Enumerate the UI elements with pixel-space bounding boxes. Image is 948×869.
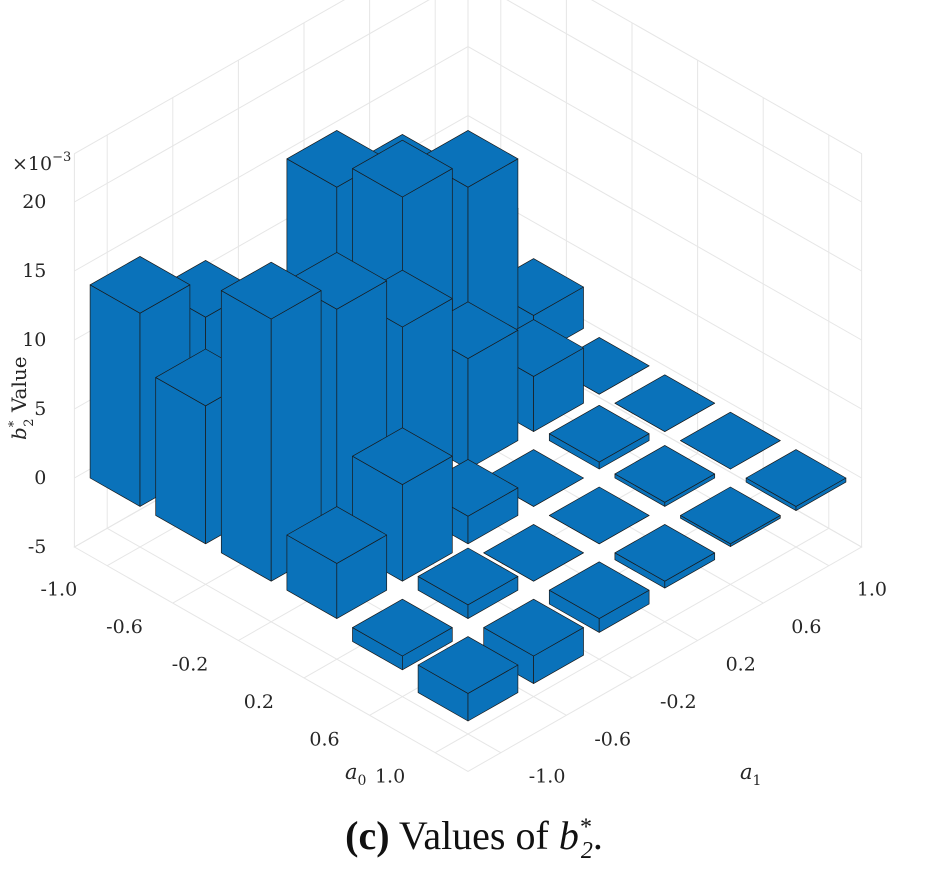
bar-face-top	[352, 598, 453, 657]
bar-face-top	[483, 598, 584, 657]
a1-tick-label: -0.2	[660, 691, 697, 713]
bar-face-top	[417, 547, 519, 606]
chart-bars	[89, 130, 847, 722]
bar-face-top	[220, 261, 322, 320]
bar-face-top	[614, 445, 716, 503]
x-axis-label: a0	[345, 760, 366, 789]
a1-tick-label: 0.6	[791, 616, 821, 638]
bar-a0-0.6-a1-0.6	[614, 445, 716, 507]
bar-face-left	[220, 290, 272, 582]
bar-face-top	[548, 561, 650, 619]
a1-tick-label: 1.0	[857, 579, 887, 601]
chart-axis-labels: a0 a1 b*2 Value ×10−3	[7, 150, 761, 789]
a0-tick-label: 0.2	[244, 691, 274, 713]
a1-tick-label: -1.0	[529, 766, 566, 788]
grid-line	[467, 184, 862, 410]
bar-a0-1-a1--1	[417, 636, 519, 722]
caption-sub: 2	[580, 838, 593, 864]
grid-line	[467, 115, 862, 341]
grid-line	[106, 527, 502, 754]
bar-a0--0.2-a1--1	[220, 261, 322, 582]
a0-tick-label: -0.6	[106, 616, 143, 638]
a0-tick-label: 1.0	[375, 766, 405, 788]
y-axis-label: a1	[740, 760, 761, 789]
caption-sup: *	[578, 814, 591, 841]
caption-symbol: b	[558, 813, 579, 858]
bar-a0-1-a1-0.6	[680, 486, 781, 547]
bar-a0-1-a1-1	[745, 449, 847, 511]
chart-ticks: 20 15 10 5 0 -5 -1.0 -0.6 -0.2 0.2 0.6 1.0 -1.0 -0.6 -…	[22, 191, 887, 788]
bar-face-top	[745, 449, 847, 507]
caption-end: .	[592, 813, 603, 858]
bar-a0-0.2-a1-1	[614, 374, 716, 432]
grid-line	[74, 46, 469, 272]
caption-label: (c)	[345, 813, 390, 858]
z-tick-label: 5	[34, 398, 46, 420]
bar-a0-0.6-a1-1	[680, 411, 781, 470]
z-tick-label: 0	[34, 467, 46, 489]
bar-face-top	[417, 636, 519, 694]
a0-tick-label: 0.6	[309, 728, 339, 750]
bar-a0-0.6-a1--1	[352, 598, 453, 671]
z-tick-label: -5	[28, 536, 47, 558]
a1-tick-label: 0.2	[726, 654, 756, 676]
bar3d-chart: 20 15 10 5 0 -5 -1.0 -0.6 -0.2 0.2 0.6 1.0 -1.0 -0.6 -…	[7, 0, 887, 789]
bar-a0-1-a1-0.2	[614, 524, 716, 589]
figure-caption: (c) Values of b*2.	[0, 812, 948, 865]
z-scale-factor: ×10−3	[12, 150, 71, 175]
bar-face-top	[548, 404, 650, 463]
grid-line	[506, 0, 862, 203]
bar-a0-0.6-a1-0.2	[548, 486, 650, 545]
caption-text: Values of	[398, 813, 549, 858]
grid-line	[467, 46, 862, 272]
bar-face-left	[89, 284, 141, 507]
bar-a0-0.6-a1--0.2	[483, 524, 584, 582]
a1-tick-label: -0.6	[594, 728, 631, 750]
a0-tick-label: -1.0	[41, 579, 78, 601]
bar-face-top	[483, 524, 584, 582]
z-tick-label: 15	[22, 260, 46, 282]
a0-tick-label: -0.2	[172, 654, 209, 676]
bar-a0-1-a1--0.2	[548, 561, 650, 633]
bar-face-top	[286, 506, 388, 564]
bar-face-top	[89, 256, 191, 314]
bar-face-top	[352, 427, 453, 485]
bar-face-top	[680, 411, 781, 470]
bar-a0-0.6-a1--0.6	[417, 547, 519, 619]
bar-face-top	[548, 486, 650, 545]
bar-face-top	[614, 524, 716, 582]
z-tick-label: 20	[22, 191, 46, 213]
grid-line	[74, 0, 430, 203]
bar-a0-0.2-a1--1	[286, 506, 388, 619]
bar-a0-0.2-a1-0.6	[548, 404, 650, 470]
bar-face-top	[680, 486, 781, 545]
bar-face-top	[352, 139, 453, 198]
z-axis-label: b*2 Value	[7, 356, 37, 440]
bar-face-left	[155, 377, 206, 545]
z-tick-label: 10	[22, 329, 46, 351]
grid-line	[434, 527, 830, 754]
bar-face-top	[614, 374, 716, 432]
